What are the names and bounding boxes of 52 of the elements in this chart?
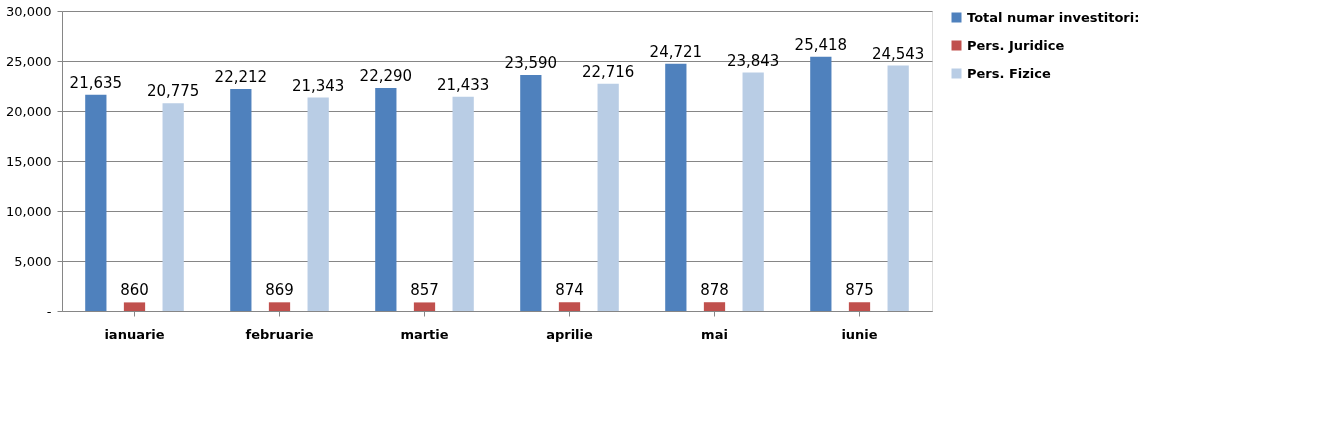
- data-label: 20,775: [146, 82, 200, 101]
- bar: [452, 96, 474, 311]
- y-tick-label: 5,000: [14, 253, 52, 269]
- x-tick-label: iunie: [841, 326, 878, 342]
- x-tick-label: ianuarie: [104, 326, 165, 342]
- bar: [665, 63, 687, 311]
- y-tick-label: 10,000: [6, 203, 52, 219]
- bar: [230, 88, 252, 311]
- bar: [742, 72, 764, 311]
- bar: [810, 56, 832, 311]
- data-label: 869: [265, 281, 294, 300]
- data-label: 24,721: [649, 42, 703, 61]
- data-label: 860: [120, 281, 149, 300]
- bar: [558, 302, 581, 311]
- bar: [162, 103, 184, 311]
- x-tick-label: aprilie: [546, 326, 594, 342]
- bar: [703, 302, 726, 311]
- y-tick-label: 30,000: [6, 3, 52, 19]
- data-label: 878: [700, 281, 729, 300]
- legend-label: Pers. Fizice: [967, 65, 1052, 81]
- bar: [597, 83, 619, 311]
- data-label: 875: [845, 281, 874, 300]
- data-label: 24,543: [871, 44, 925, 63]
- data-label: 874: [555, 281, 584, 300]
- bar: [520, 75, 542, 311]
- bar: [887, 65, 909, 311]
- legend-label: Pers. Juridice: [967, 37, 1065, 53]
- y-tick-label: 25,000: [6, 53, 52, 69]
- x-tick-label: mai: [701, 326, 728, 342]
- bar: [848, 302, 871, 311]
- data-label: 23,843: [726, 51, 780, 70]
- data-label: 21,635: [69, 73, 123, 92]
- bar: [375, 88, 397, 311]
- bar: [413, 302, 436, 311]
- bar: [123, 302, 146, 311]
- data-label: 21,433: [436, 75, 490, 94]
- data-label: 25,418: [794, 35, 848, 54]
- data-label: 857: [410, 281, 439, 300]
- bar: [307, 97, 329, 311]
- bar: [85, 94, 107, 311]
- y-tick-label: 20,000: [6, 103, 52, 119]
- data-label: 22,716: [581, 62, 635, 81]
- data-label: 22,212: [214, 67, 268, 86]
- y-tick-label: -: [46, 303, 52, 319]
- x-tick-label: martie: [400, 326, 449, 342]
- legend-label: Total numar investitori:: [967, 9, 1140, 25]
- y-tick-label: 15,000: [6, 153, 52, 169]
- data-label: 23,590: [504, 54, 558, 73]
- bar: [268, 302, 291, 311]
- data-label: 21,343: [291, 76, 345, 95]
- data-label: 22,290: [359, 67, 413, 86]
- x-tick-label: februarie: [245, 326, 314, 342]
